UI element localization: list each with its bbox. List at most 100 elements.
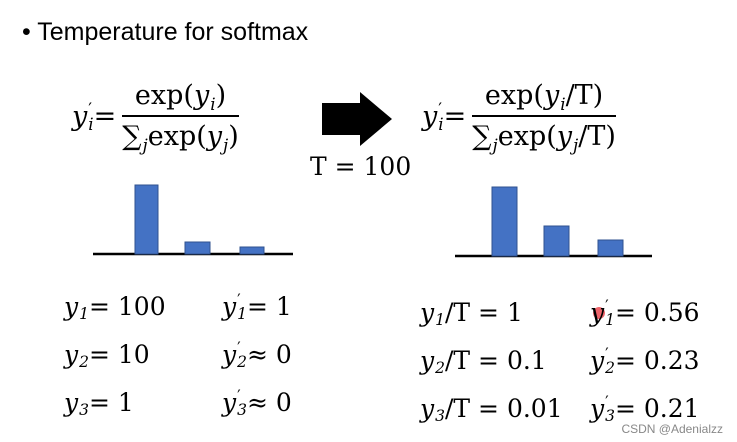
subscript: i xyxy=(438,114,444,134)
superscript: ′ xyxy=(605,392,609,411)
superscript: ′ xyxy=(438,98,443,119)
symbol-base: ∑ xyxy=(122,121,142,152)
subscript: i xyxy=(88,114,94,134)
fraction-bar xyxy=(122,115,239,117)
symbol-base: y xyxy=(420,298,435,327)
superscript: ′ xyxy=(605,296,609,315)
subscript: 3 xyxy=(605,406,615,425)
right-formula: y ′ i = exp(y i/T) ∑ j exp(y j/T) xyxy=(422,80,622,155)
symbol-base: y xyxy=(420,346,435,375)
symbol-base: y xyxy=(590,346,605,375)
symbol: ∑ j xyxy=(472,121,498,153)
subscript: 3 xyxy=(79,400,89,419)
superscript: ′ xyxy=(88,98,93,119)
fraction: exp(y i) ∑ j exp(y j) xyxy=(122,80,239,155)
fraction-bar xyxy=(472,115,616,117)
denominator: ∑ j exp(y j/T) xyxy=(472,121,616,155)
subscript: 2 xyxy=(237,352,247,371)
superscript: ′ xyxy=(237,290,241,309)
symbol: y ′ i xyxy=(72,98,94,134)
bullet-title: • Temperature for softmax xyxy=(22,18,309,46)
symbol-base: y xyxy=(590,394,605,423)
arrow xyxy=(322,92,392,146)
scripts: j xyxy=(493,121,498,153)
scripts: ′ i xyxy=(438,98,444,134)
scripts: ′ 2 xyxy=(237,338,247,371)
math-text: ≈ 0 xyxy=(247,340,292,369)
equation: y 2/T = 0.1 xyxy=(420,346,547,375)
superscript: ′ xyxy=(605,344,609,363)
symbol-base: y xyxy=(64,292,79,321)
symbol-base: y xyxy=(64,340,79,369)
scripts: 1 xyxy=(79,293,89,321)
scripts: 2 xyxy=(435,347,445,375)
subscript: j xyxy=(573,134,579,155)
math-text: = 0.23 xyxy=(615,346,700,375)
math-text: ≈ 0 xyxy=(247,388,292,417)
math-text: = 100 xyxy=(89,292,166,321)
symbol: y ′ i xyxy=(422,98,444,134)
subscript: 1 xyxy=(435,310,445,329)
symbol-base: y xyxy=(222,340,237,369)
symbol-base: y xyxy=(72,100,88,132)
equation: y 1/T = 1 xyxy=(420,298,523,327)
math-text: /T = 1 xyxy=(445,298,523,327)
equation: y 3/T = 0.01 xyxy=(420,394,563,423)
fraction: exp(y i/T) ∑ j exp(y j/T) xyxy=(472,80,616,155)
math-text: /T) xyxy=(565,80,604,111)
symbol: y ′ 3 xyxy=(222,388,247,417)
equation: y ′ 2 ≈ 0 xyxy=(222,340,292,369)
watermark: CSDN @Adenialzz xyxy=(621,422,723,436)
symbol-base: y xyxy=(422,100,438,132)
math-text: T = 100 xyxy=(310,152,412,181)
symbol-base: y xyxy=(556,121,573,152)
subscript: 3 xyxy=(435,406,445,425)
scripts: ′ 3 xyxy=(605,392,615,425)
symbol: y ′ 2 xyxy=(222,340,247,369)
math-text: /T = 0.01 xyxy=(445,394,563,423)
symbol-base: y xyxy=(222,292,237,321)
superscript: ′ xyxy=(237,338,241,357)
scripts: j xyxy=(223,121,229,155)
symbol-base: ∑ xyxy=(472,121,492,152)
subscript: 1 xyxy=(605,310,615,329)
symbol-base: y xyxy=(543,80,560,111)
math-text: = xyxy=(443,100,467,132)
scripts: i xyxy=(560,80,566,114)
equation: y ′ 3 ≈ 0 xyxy=(222,388,292,417)
subscript: i xyxy=(560,93,566,114)
symbol-base: y xyxy=(193,80,210,111)
symbol: y ′ 1 xyxy=(590,298,615,327)
scripts: 2 xyxy=(79,341,89,369)
math-text: exp( xyxy=(497,121,557,152)
superscript: ′ xyxy=(237,386,241,405)
arrow-label: T = 100 xyxy=(310,152,411,181)
subscript: j xyxy=(223,134,229,155)
symbol-base: y xyxy=(222,388,237,417)
scripts: 3 xyxy=(79,389,89,417)
bar-shape xyxy=(491,186,518,257)
math-text: = 1 xyxy=(247,292,292,321)
subscript: 2 xyxy=(435,358,445,377)
subscript: 1 xyxy=(79,304,89,323)
subscript: i xyxy=(210,93,216,114)
subscript: 2 xyxy=(605,358,615,377)
symbol-base: y xyxy=(206,121,223,152)
equation: y ′ 1 = 1 xyxy=(222,292,292,321)
bar-shape xyxy=(239,246,265,255)
bar-shape xyxy=(184,241,211,255)
math-text: = xyxy=(93,100,117,132)
scripts: 3 xyxy=(435,395,445,423)
title-text: Temperature for softmax xyxy=(37,18,309,46)
